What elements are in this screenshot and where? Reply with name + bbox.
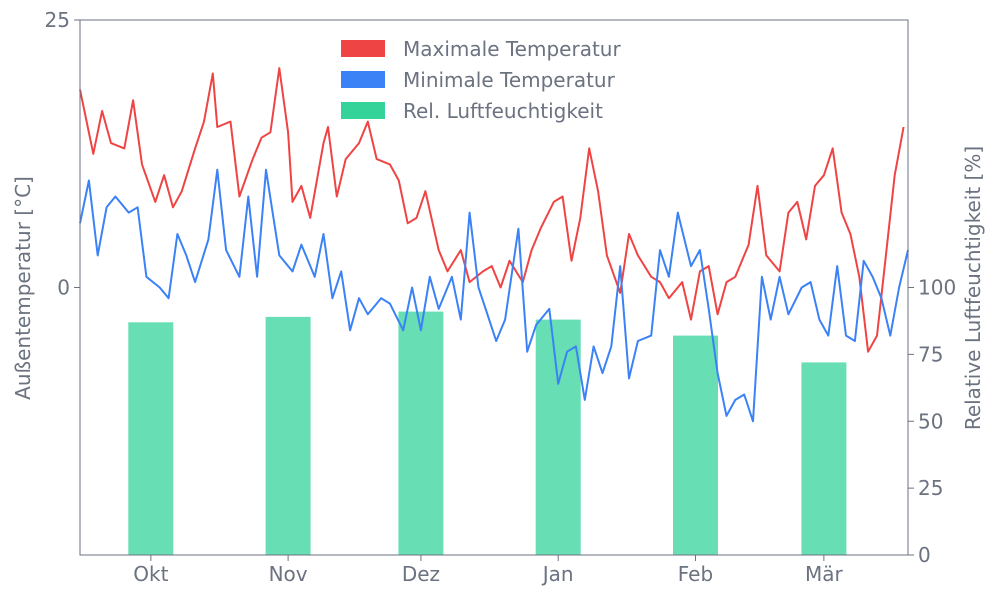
legend-label: Maximale Temperatur — [403, 37, 621, 61]
y-right-tick-label: 25 — [918, 476, 943, 500]
max-temperature-line — [79, 67, 905, 353]
legend-label: Minimale Temperatur — [403, 68, 616, 92]
y-right-axis-ticks: 0 25 50 75 100 — [908, 276, 956, 567]
y-left-tick-label: 25 — [45, 8, 70, 32]
humidity-bar-4 — [535, 319, 581, 555]
humidity-bar-2 — [265, 316, 311, 555]
legend: Maximale Temperatur Minimale Temperatur Re… — [341, 37, 621, 123]
legend-swatch — [341, 102, 385, 119]
y-right-tick-label: 0 — [918, 543, 931, 567]
x-tick-label: Nov — [269, 562, 308, 586]
x-tick-label: Feb — [678, 562, 713, 586]
y-left-tick-label: 0 — [57, 276, 70, 300]
temperature-lines — [79, 67, 909, 423]
legend-label: Rel. Luftfeuchtigkeit — [403, 99, 603, 123]
humidity-bar-1 — [128, 322, 174, 555]
humidity-bar-3 — [398, 311, 444, 555]
x-tick-label: Mär — [805, 562, 844, 586]
x-axis-ticks: Okt Nov Dez Jan Feb Mär — [133, 555, 844, 586]
y-left-axis-title: Außentemperatur [°C] — [11, 176, 35, 400]
y-right-tick-label: 75 — [918, 342, 943, 366]
legend-swatch — [341, 71, 385, 88]
min-temperature-line — [79, 168, 909, 423]
humidity-bars — [128, 311, 847, 555]
y-right-axis-title: Relative Luftfeuchtigkeit [%] — [961, 146, 985, 430]
humidity-bar-5 — [673, 335, 718, 555]
x-tick-label: Okt — [133, 562, 168, 586]
x-tick-label: Dez — [402, 562, 440, 586]
x-tick-label: Jan — [541, 562, 574, 586]
y-right-tick-label: 50 — [918, 409, 943, 433]
legend-swatch — [341, 40, 385, 57]
y-right-tick-label: 100 — [918, 276, 956, 300]
humidity-bar-6 — [801, 362, 847, 555]
y-left-axis-ticks: 0 25 — [45, 8, 80, 300]
